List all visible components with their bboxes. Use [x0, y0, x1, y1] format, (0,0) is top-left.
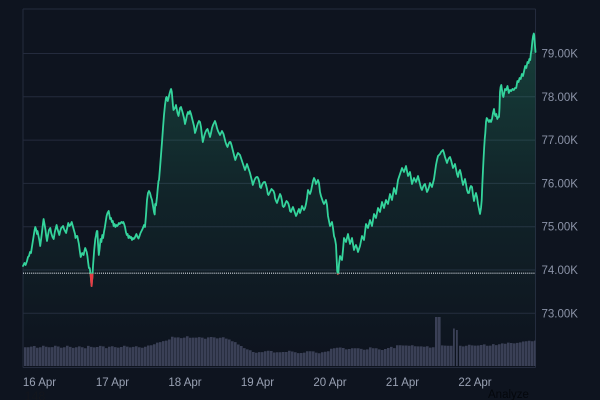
svg-text:148: 148	[25, 390, 46, 400]
svg-text:74.00K: 74.00K	[542, 265, 579, 277]
svg-text:19 Apr: 19 Apr	[241, 377, 274, 389]
svg-text:75.00K: 75.00K	[542, 222, 579, 234]
svg-text:77.00K: 77.00K	[542, 135, 579, 147]
svg-text:22 Apr: 22 Apr	[458, 377, 491, 389]
svg-text:76.00K: 76.00K	[542, 178, 579, 190]
svg-text:73.00K: 73.00K	[542, 308, 579, 320]
svg-text:16 Apr: 16 Apr	[23, 377, 56, 389]
svg-text:78.00K: 78.00K	[542, 92, 579, 104]
svg-text:17 Apr: 17 Apr	[96, 377, 129, 389]
svg-text:18 Apr: 18 Apr	[168, 377, 201, 389]
svg-text:21 Apr: 21 Apr	[386, 377, 419, 389]
svg-text:Analyze: Analyze	[488, 389, 529, 400]
svg-text:20 Apr: 20 Apr	[313, 377, 346, 389]
svg-text:79.00K: 79.00K	[542, 49, 579, 61]
